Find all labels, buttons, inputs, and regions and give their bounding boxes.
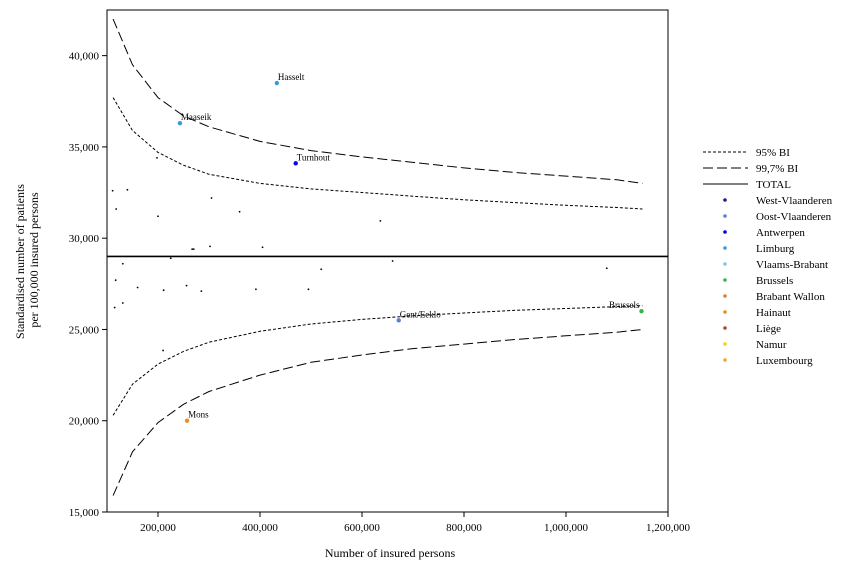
data-point xyxy=(121,302,124,304)
data-point xyxy=(111,189,114,192)
y-tick-label: 25,000 xyxy=(69,324,100,336)
y-axis: 15,000 20,000 25,000 30,000 35,000 40,000 xyxy=(69,51,107,519)
legend-label: Namur xyxy=(756,339,787,351)
data-point xyxy=(255,288,257,291)
data-point xyxy=(210,197,213,199)
x-tick-label: 400,000 xyxy=(242,522,278,534)
legend-label: Liège xyxy=(756,323,781,335)
y-axis-title-line-1: Standardised number of patients xyxy=(13,184,27,339)
legend-label: Hainaut xyxy=(756,307,791,319)
legend-marker xyxy=(723,310,727,314)
legend-marker xyxy=(723,230,727,234)
x-tick-label: 1,200,000 xyxy=(646,522,691,534)
scatter-points xyxy=(111,80,644,423)
labeled-point xyxy=(177,120,183,126)
legend-marker xyxy=(723,278,727,282)
y-axis-title: Standardised number of patients per 100,… xyxy=(13,181,41,339)
data-point xyxy=(162,349,165,352)
data-point xyxy=(121,262,124,265)
data-point xyxy=(156,156,158,159)
y-tick-label: 20,000 xyxy=(69,416,100,428)
legend-label: Luxembourg xyxy=(756,355,813,367)
data-point xyxy=(200,290,203,293)
data-point xyxy=(162,289,165,292)
legend-marker xyxy=(723,198,727,202)
confidence-bands xyxy=(112,18,643,496)
data-point xyxy=(136,286,139,289)
point-label: Maaseik xyxy=(181,112,212,122)
data-point xyxy=(115,208,118,210)
data-point xyxy=(209,245,211,248)
legend-marker xyxy=(723,326,727,330)
point-label: Hasselt xyxy=(278,72,305,82)
x-tick-label: 600,000 xyxy=(344,522,380,534)
labeled-point xyxy=(293,161,298,166)
legend-label: Brabant Wallon xyxy=(756,291,825,303)
legend-marker xyxy=(723,358,727,362)
plot-frame xyxy=(106,9,669,513)
legend-marker xyxy=(723,214,727,218)
point-label: Mons xyxy=(188,410,209,420)
legend: 95% BI 99,7% BI TOTAL West-Vlaanderen Oost-V… xyxy=(703,147,833,367)
y-tick-label: 30,000 xyxy=(69,233,100,245)
bi997-lower-line xyxy=(112,329,643,496)
x-tick-label: 800,000 xyxy=(446,522,482,534)
data-point xyxy=(157,215,159,218)
labeled-point xyxy=(274,80,280,86)
legend-marker xyxy=(723,262,727,266)
legend-marker xyxy=(723,342,727,346)
point-label: Turnhout xyxy=(297,152,331,162)
legend-label: Oost-Vlaanderen xyxy=(756,211,832,223)
legend-marker xyxy=(723,294,727,298)
legend-label: Limburg xyxy=(756,243,795,255)
point-label: Gent/Eeklo xyxy=(400,309,441,319)
point-label: Brussels xyxy=(609,300,640,310)
data-point xyxy=(169,257,172,260)
data-point xyxy=(126,188,129,191)
data-point xyxy=(191,248,194,251)
data-point xyxy=(192,248,195,251)
x-tick-label: 200,000 xyxy=(140,522,176,534)
legend-label: Brussels xyxy=(756,275,793,287)
data-point xyxy=(113,306,116,309)
labeled-point xyxy=(184,418,190,423)
data-point xyxy=(605,267,608,270)
y-tick-label: 35,000 xyxy=(69,142,100,154)
legend-label: 95% BI xyxy=(756,147,790,159)
labeled-point xyxy=(396,318,401,323)
legend-marker xyxy=(723,246,727,250)
x-axis-title: Number of insured persons xyxy=(325,546,456,560)
data-point xyxy=(391,260,394,262)
data-point xyxy=(261,246,264,249)
x-axis: 200,000 400,000 600,000 800,000 1,000,000 1,2… xyxy=(140,512,691,534)
y-axis-title-line-2: per 100,000 insured persons xyxy=(27,192,41,328)
data-point xyxy=(379,219,382,222)
bi95-lower-line xyxy=(112,305,643,416)
data-point xyxy=(238,210,241,213)
data-point xyxy=(320,268,323,271)
legend-label: TOTAL xyxy=(756,179,791,191)
bi997-upper-line xyxy=(112,18,643,184)
data-point xyxy=(114,279,117,282)
legend-label: 99,7% BI xyxy=(756,163,799,175)
data-point xyxy=(307,288,310,291)
y-tick-label: 40,000 xyxy=(69,51,100,63)
data-point xyxy=(185,284,188,287)
legend-label: West-Vlaanderen xyxy=(756,195,833,207)
bi95-upper-line xyxy=(112,97,643,210)
x-tick-label: 1,000,000 xyxy=(544,522,589,534)
point-labels: Hasselt Maaseik Turnhout Gent/Eeklo Brussels… xyxy=(181,72,640,420)
labeled-point xyxy=(639,309,644,314)
legend-label: Vlaams-Brabant xyxy=(756,259,828,271)
y-tick-label: 15,000 xyxy=(69,507,100,519)
legend-label: Antwerpen xyxy=(756,227,805,239)
